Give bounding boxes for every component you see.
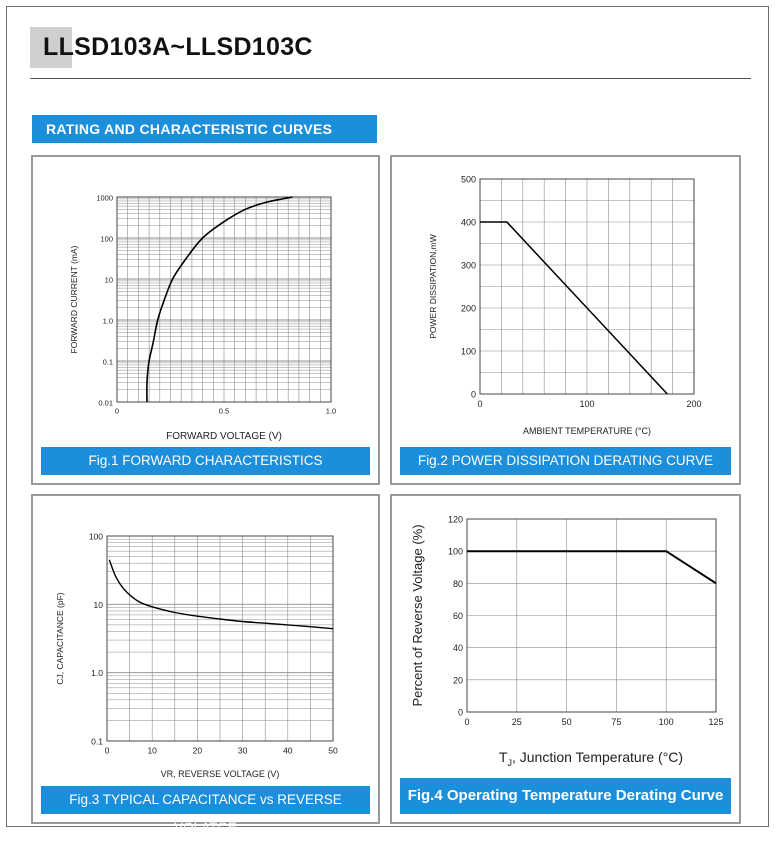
x-tick-label: 20 [193, 746, 203, 756]
document-title: LLSD103A~LLSD103C [43, 33, 313, 61]
figure-caption: Fig.1 FORWARD CHARACTERISTICS [41, 447, 370, 475]
x-tick-label: 30 [238, 746, 248, 756]
plot-frame [479, 178, 695, 395]
y-tick-label: 20 [453, 675, 463, 685]
series-line [146, 196, 293, 403]
y-tick-label: 300 [461, 261, 476, 271]
y-axis-label: Percent of Reverse Voltage (%) [410, 524, 425, 706]
capacitance-chart: 0.1 1.0 10 100 0 10 20 30 40 50 VR, REVERSE VOLTAG… [55, 532, 338, 780]
title-divider [30, 78, 751, 79]
plot-frame [466, 518, 717, 713]
x-tick-label: 10 [147, 746, 157, 756]
y-axis-label: POWER DISSIPATION,mW [428, 234, 438, 339]
x-tick-label: 200 [686, 399, 701, 409]
x-tick-label: 1.0 [326, 407, 336, 416]
y-tick-label: 10 [105, 276, 113, 285]
y-tick-label: 1.0 [91, 668, 103, 678]
figure-caption: Fig.3 TYPICAL CAPACITANCE vs REVERSE VOL… [41, 786, 370, 835]
y-tick-label: 60 [453, 611, 463, 621]
x-tick-label: 0 [464, 717, 469, 727]
x-tick-label: 0 [477, 399, 482, 409]
y-tick-label: 1000 [96, 194, 113, 203]
y-tick-label: 100 [89, 532, 103, 542]
y-tick-label: 200 [461, 304, 476, 314]
x-tick-label: 0 [115, 407, 119, 416]
chart-panel-temperature-derating: 0 20 40 60 80 100 120 0 25 50 75 100 125 Percent of R… [390, 494, 741, 824]
x-tick-label: 40 [283, 746, 293, 756]
y-axis-label: CJ, CAPACITANCE (pF) [55, 592, 65, 684]
chart-panel-capacitance: 0.1 1.0 10 100 0 10 20 30 40 50 VR, REVERSE VOLTAG… [31, 494, 380, 835]
x-tick-label: 75 [611, 717, 621, 727]
y-tick-label: 100 [100, 235, 113, 244]
figure-caption: Fig.4 Operating Temperature Derating Cur… [400, 778, 731, 814]
x-tick-label: 100 [659, 717, 674, 727]
x-axis-label: VR, REVERSE VOLTAGE (V) [161, 769, 280, 779]
y-tick-label: 100 [461, 347, 476, 357]
chart-panel-forward-characteristics: 0.01 0.1 1.0 10 100 1000 0 0.5 1.0 FORWARD VOLTAG… [31, 155, 380, 485]
plot-frame [116, 196, 332, 403]
forward-characteristics-chart: 0.01 0.1 1.0 10 100 1000 0 0.5 1.0 FORWARD VOLTAG… [69, 194, 336, 443]
y-tick-label: 0.1 [91, 737, 103, 747]
x-axis-label: AMBIENT TEMPERATURE (°C) [523, 426, 651, 436]
section-heading: RATING AND CHARACTERISTIC CURVES [32, 115, 377, 143]
page-frame [6, 6, 769, 827]
y-tick-label: 0.01 [98, 399, 113, 408]
y-tick-label: 80 [453, 579, 463, 589]
y-axis-label: FORWARD CURRENT (mA) [69, 245, 79, 353]
temperature-derating-chart: 0 20 40 60 80 100 120 0 25 50 75 100 125 Percent of R… [410, 515, 724, 769]
x-tick-label: 0.5 [219, 407, 229, 416]
y-tick-label: 1.0 [103, 317, 113, 326]
power-dissipation-chart: 0 100 200 300 400 500 0 100 200 AMBIENT TEMPERATU… [428, 175, 702, 437]
y-tick-label: 100 [448, 547, 463, 557]
y-tick-label: 0 [458, 708, 463, 718]
x-axis-label-subscript: J [507, 758, 512, 768]
y-tick-label: 0.1 [103, 358, 113, 367]
x-axis-label: FORWARD VOLTAGE (V) [166, 431, 282, 442]
y-tick-label: 0 [471, 390, 476, 400]
title-accent-block [30, 27, 72, 68]
x-tick-label: 100 [579, 399, 594, 409]
y-tick-label: 40 [453, 643, 463, 653]
y-tick-label: 500 [461, 175, 476, 185]
y-tick-label: 10 [94, 600, 104, 610]
y-tick-label: 400 [461, 218, 476, 228]
x-tick-label: 50 [562, 717, 572, 727]
series-line [467, 550, 717, 585]
x-tick-label: 25 [512, 717, 522, 727]
series-line [480, 221, 668, 395]
x-tick-label: 125 [708, 717, 723, 727]
y-tick-label: 120 [448, 515, 463, 525]
plot-frame [106, 535, 334, 742]
chart-panel-power-derating: 0 100 200 300 400 500 0 100 200 AMBIENT TEMPERATU… [390, 155, 741, 485]
series-line [108, 559, 334, 630]
figure-caption: Fig.2 POWER DISSIPATION DERATING CURVE [400, 447, 731, 475]
x-tick-label: 50 [328, 746, 338, 756]
x-axis-label-rest: , Junction Temperature (°C) [512, 749, 683, 765]
x-tick-label: 0 [105, 746, 110, 756]
x-axis-label-main: T [499, 749, 508, 765]
x-axis-label: TJ, Junction Temperature (°C) [499, 749, 683, 768]
